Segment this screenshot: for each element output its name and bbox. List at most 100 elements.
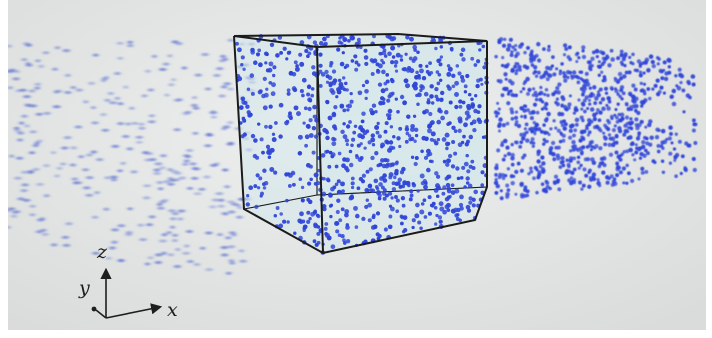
particle	[330, 186, 335, 192]
particle	[593, 101, 598, 106]
particle	[306, 54, 310, 59]
particle	[656, 62, 660, 66]
particle	[377, 196, 382, 201]
blurred-particle	[151, 54, 158, 59]
particle	[525, 65, 530, 70]
particle	[415, 70, 419, 75]
particle	[460, 47, 466, 53]
particle	[451, 84, 456, 89]
particle	[240, 134, 245, 139]
blurred-particle	[174, 171, 182, 175]
particle	[353, 54, 358, 59]
particle	[405, 83, 410, 89]
particle	[372, 34, 376, 39]
particle	[496, 148, 501, 153]
particle	[411, 183, 417, 188]
particle	[655, 55, 660, 60]
particle	[637, 177, 641, 181]
particle	[497, 129, 502, 133]
particle	[601, 170, 606, 175]
particle	[501, 123, 506, 128]
particle	[503, 138, 508, 144]
particle	[325, 80, 330, 84]
particle	[275, 206, 280, 210]
particle	[342, 241, 347, 245]
blurred-particle	[94, 191, 100, 195]
particle	[327, 115, 333, 121]
particle	[539, 129, 544, 134]
particle	[473, 189, 479, 195]
blurred-particle	[218, 94, 226, 98]
particle	[459, 52, 464, 57]
particle	[308, 217, 312, 221]
particle	[332, 124, 337, 129]
particle	[556, 128, 561, 133]
particle	[626, 107, 631, 112]
particle	[306, 92, 311, 97]
particle	[360, 179, 366, 184]
particle	[459, 175, 464, 180]
particle	[350, 143, 354, 148]
particle	[579, 129, 585, 135]
particle	[536, 42, 541, 47]
particle	[575, 59, 579, 64]
particle	[514, 169, 519, 175]
particle	[286, 91, 291, 96]
particle	[287, 172, 293, 178]
particle	[610, 57, 615, 62]
particle	[253, 138, 258, 143]
particle	[381, 175, 385, 180]
particle	[384, 121, 389, 126]
particle	[541, 161, 546, 166]
particle	[619, 52, 624, 58]
particle	[470, 103, 476, 108]
blurred-particle	[161, 233, 168, 237]
particle	[262, 105, 268, 111]
particle	[578, 139, 583, 143]
particle	[381, 100, 386, 106]
particle	[660, 128, 666, 134]
particle	[647, 122, 652, 128]
particle	[589, 148, 593, 152]
particle	[624, 102, 629, 106]
particle	[590, 92, 594, 96]
particle	[562, 53, 567, 57]
particle	[633, 87, 638, 92]
particle	[619, 49, 624, 54]
particle	[520, 114, 524, 119]
particle	[324, 232, 328, 236]
particle	[559, 120, 564, 125]
particle	[585, 126, 589, 131]
particle	[674, 152, 680, 158]
particle	[387, 224, 393, 230]
blurred-particle	[228, 231, 236, 235]
particle	[429, 70, 434, 75]
particle	[516, 62, 520, 66]
particle	[352, 130, 357, 135]
particle	[259, 137, 264, 142]
particle	[526, 91, 530, 96]
particle	[542, 105, 547, 110]
particle	[410, 155, 415, 159]
particle	[337, 78, 342, 83]
particle	[501, 56, 505, 60]
particle	[514, 93, 518, 98]
particle	[413, 48, 417, 52]
particle	[565, 107, 569, 112]
blurred-particle	[182, 162, 189, 166]
particle	[513, 64, 517, 69]
particle	[267, 67, 273, 73]
particle	[367, 140, 372, 145]
particle	[461, 57, 466, 62]
particle	[506, 101, 511, 106]
particle	[413, 139, 417, 143]
blurred-particle	[227, 121, 234, 125]
particle	[394, 181, 399, 186]
particle	[519, 132, 524, 137]
particle	[581, 183, 586, 188]
particle	[423, 215, 428, 219]
particle	[394, 195, 398, 199]
particle	[567, 102, 572, 107]
particle	[379, 51, 383, 56]
particle	[393, 175, 397, 180]
